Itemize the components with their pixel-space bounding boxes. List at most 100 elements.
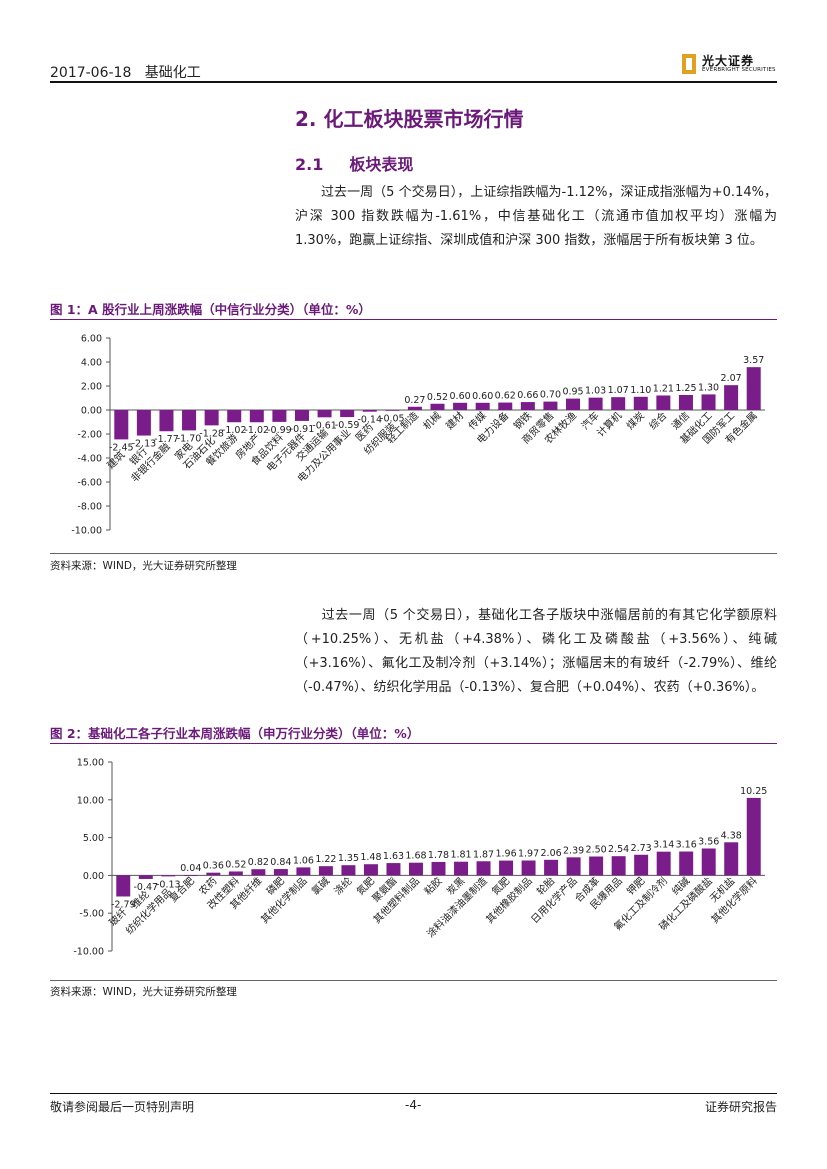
y-tick-label: 0.00	[83, 871, 104, 882]
bar-value-label: 0.60	[472, 391, 493, 402]
category-label: 综合	[646, 409, 669, 432]
y-tick-label: 2.00	[81, 382, 102, 393]
bar-value-label: 2.54	[608, 844, 629, 855]
bar-value-label: 3.56	[698, 836, 719, 847]
bar	[182, 410, 197, 431]
subsection-title: 2.1 板块表现	[295, 151, 413, 175]
bar	[724, 842, 739, 876]
bar-value-label: -0.59	[335, 420, 360, 431]
bar	[701, 394, 716, 410]
figure-2-title: 图 2：基础化工各子行业本周涨跌幅（申万行业分类）（单位：%）	[50, 726, 420, 741]
section-title: 2. 化工板块股票市场行情	[295, 107, 524, 131]
bar-value-label: 1.96	[495, 849, 516, 860]
category-label: 计算机	[594, 409, 624, 439]
subsection-number: 2.1	[295, 155, 324, 174]
bar-value-label: 0.62	[495, 391, 516, 402]
figure-1-title: 图 1：A 股行业上周涨跌幅（中信行业分类）（单位：%）	[50, 302, 371, 317]
bar	[543, 401, 558, 410]
bar	[136, 410, 151, 436]
figure-2-top-rule	[50, 743, 777, 744]
bar-value-label: 2.73	[631, 843, 652, 854]
bar	[272, 410, 287, 422]
bar-value-label: -0.47	[133, 882, 158, 893]
bar	[386, 863, 401, 876]
bar	[454, 861, 468, 876]
bar	[294, 410, 309, 421]
bar-value-label: 0.84	[270, 857, 291, 868]
bar-value-label: 1.10	[630, 385, 651, 396]
bar	[588, 397, 603, 410]
figure-1-chart: 6.00 4.00 2.00 0.00 -2.00 -4.00 -6.00 -8.00 -10.…	[71, 334, 765, 537]
bar	[566, 857, 581, 876]
logo-text-en: EVERBRIGHT SECURITIES	[702, 67, 776, 73]
bar-value-label: 1.97	[518, 849, 539, 860]
bar	[227, 410, 242, 423]
bar	[724, 385, 739, 410]
bar	[407, 406, 422, 410]
bar	[409, 862, 423, 876]
category-label: 粘胶	[421, 874, 444, 897]
bar-value-label: 2.07	[721, 373, 742, 384]
paragraph-market-summary: 过去一周（5 个交易日），上证综指跌幅为-1.12%，深证成指涨幅为+0.14%…	[295, 181, 777, 253]
bar	[475, 402, 490, 410]
bar-value-label: 2.06	[541, 848, 562, 859]
bar-value-label: -1.28	[199, 428, 224, 439]
y-tick-label: -2.00	[77, 430, 102, 441]
y-tick-label: 4.00	[81, 358, 102, 369]
bar-value-label: 0.04	[180, 863, 201, 874]
bar-value-label: 1.63	[383, 851, 404, 862]
bar-value-label: -1.02	[245, 425, 270, 436]
bar-value-label: 2.50	[586, 845, 607, 856]
bar-value-label: -0.05	[380, 414, 405, 425]
header-date-industry: 2017-06-18 基础化工	[50, 62, 201, 82]
figure-1-source: 资料来源：WIND，光大证券研究所整理	[50, 560, 237, 572]
y-tick-label: -6.00	[77, 478, 102, 489]
bar-value-label: -0.61	[312, 420, 337, 431]
category-label: 纺织化学用品	[123, 885, 175, 937]
category-label: 机械	[420, 409, 443, 432]
bar	[611, 856, 626, 876]
bar	[362, 410, 377, 412]
bar-value-label: 1.78	[428, 850, 449, 861]
y-tick-label: -4.00	[77, 454, 102, 465]
bar-value-label: -0.91	[290, 424, 315, 435]
bar	[318, 866, 333, 876]
category-label: 涤纶	[331, 874, 354, 897]
bar-value-label: 3.57	[743, 355, 764, 366]
bar	[566, 398, 581, 410]
bar-value-label: 1.87	[473, 849, 494, 860]
bar	[499, 860, 514, 876]
figure-2-source: 资料来源：WIND，光大证券研究所整理	[50, 986, 237, 998]
footer-report-type: 证券研究报告	[704, 1100, 777, 1114]
bar	[431, 861, 446, 876]
bar-value-label: -0.99	[267, 425, 292, 436]
paragraph-2-text: 过去一周（5 个交易日），基础化工各子版块中涨幅居前的有其它化学额原料（+10.…	[295, 608, 777, 695]
bar-value-label: 0.70	[540, 390, 561, 401]
bar	[116, 875, 131, 897]
bar-value-label: 0.27	[404, 395, 425, 406]
footer-disclaimer: 敬请参阅最后一页特别声明	[50, 1100, 195, 1114]
bar	[228, 871, 243, 876]
bar	[520, 402, 535, 410]
bar-value-label: -1.70	[177, 433, 202, 444]
bar	[476, 861, 491, 876]
bar	[138, 875, 153, 879]
y-tick-label: 6.00	[81, 334, 102, 345]
logo-text-cn: 光大证券	[702, 54, 755, 68]
bar-value-label: 1.07	[608, 385, 629, 396]
bar	[341, 865, 356, 876]
category-label: 氯碱	[309, 874, 332, 897]
figure-2-chart: 15.0010.005.000.00-5.00-10.00-2.79玻纤-0.4…	[73, 758, 767, 958]
y-tick-label: -10.00	[71, 526, 102, 537]
bar-value-label: 10.25	[740, 786, 767, 797]
bar	[273, 869, 288, 876]
bar-value-label: 3.16	[676, 840, 697, 851]
bar	[114, 410, 129, 440]
header-divider	[50, 81, 777, 83]
bar-value-label: 1.35	[338, 853, 359, 864]
footer-divider	[50, 1093, 777, 1094]
y-tick-label: -5.00	[79, 909, 104, 920]
y-tick-label: 15.00	[77, 758, 104, 769]
bar	[701, 848, 716, 876]
bar	[183, 875, 198, 876]
